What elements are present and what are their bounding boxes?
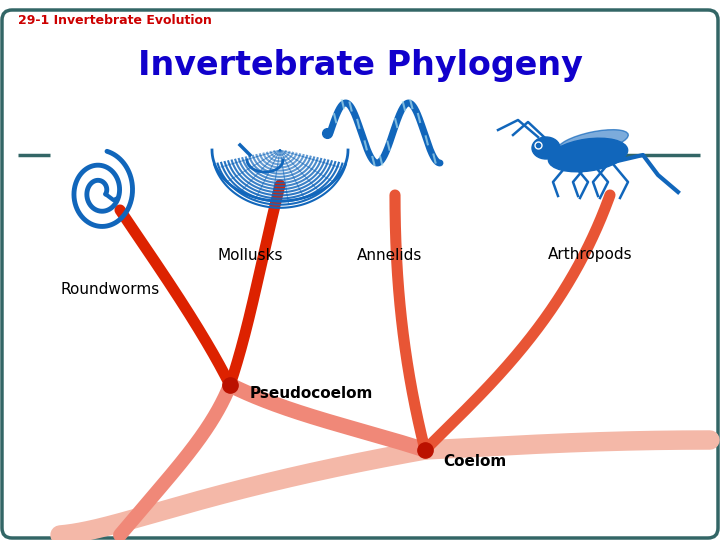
Ellipse shape [549, 138, 628, 172]
Ellipse shape [532, 137, 560, 159]
FancyBboxPatch shape [2, 10, 718, 538]
Text: Pseudocoelom: Pseudocoelom [250, 386, 374, 401]
Text: 29-1 Invertebrate Evolution: 29-1 Invertebrate Evolution [18, 14, 212, 27]
Text: Arthropods: Arthropods [548, 247, 632, 262]
Text: Mollusks: Mollusks [217, 247, 283, 262]
Ellipse shape [558, 130, 629, 154]
Text: Roundworms: Roundworms [60, 282, 160, 298]
Text: Coelom: Coelom [443, 455, 506, 469]
Text: Annelids: Annelids [357, 247, 423, 262]
Text: Invertebrate Phylogeny: Invertebrate Phylogeny [138, 49, 582, 82]
